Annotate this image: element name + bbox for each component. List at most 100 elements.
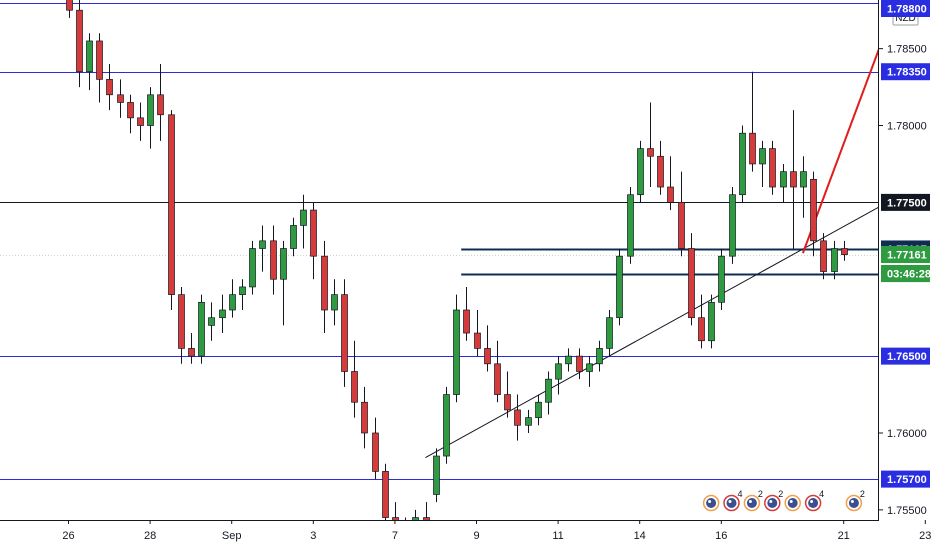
flag-star (850, 500, 854, 503)
x-tick-label-5: 9 (473, 530, 479, 542)
candle-37 (443, 386, 450, 464)
event-badge-1[interactable]: 4 (723, 489, 743, 512)
candle-body (208, 317, 215, 326)
candle-35 (423, 502, 430, 520)
candle-body (259, 240, 266, 249)
candle-body (310, 209, 317, 257)
candle-body (106, 79, 113, 96)
candle-body (382, 471, 389, 518)
candle-body (627, 194, 634, 257)
candle-body (168, 114, 175, 295)
flag-icon (787, 498, 798, 508)
x-tick-label-6: 11 (552, 530, 563, 542)
candle-6 (127, 94, 134, 134)
event-badge-0[interactable] (702, 494, 720, 512)
candle-27 (341, 279, 348, 387)
candle-54 (616, 248, 623, 326)
candle-3 (96, 33, 103, 103)
candle-13 (198, 294, 205, 364)
candle-body (831, 248, 838, 272)
event-badge-3[interactable]: 2 (764, 489, 784, 512)
candle-body (739, 132, 746, 196)
candle-body (790, 171, 797, 188)
candle-65 (729, 187, 736, 264)
level-tag-1-bg (881, 63, 930, 81)
x-tick-label-8: 16 (715, 530, 727, 542)
candle-46 (535, 394, 542, 426)
candle-body (127, 102, 134, 119)
candle-58 (657, 140, 664, 195)
candle-34 (412, 509, 419, 520)
candle-52 (596, 340, 603, 372)
candle-body (474, 332, 481, 349)
x-tick-label-9: 21 (838, 530, 850, 542)
level-tag-1-text: 1.78350 (887, 67, 927, 79)
event-badge-2[interactable]: 2 (743, 489, 763, 512)
candle-body (525, 417, 532, 426)
level-tag-5-bg (881, 347, 930, 365)
level-tag-1: 1.78350 (881, 63, 930, 81)
y-tick-label-0: 1.78500 (887, 44, 927, 56)
candle-50 (576, 348, 583, 380)
candle-body (729, 194, 736, 257)
candle-body (300, 209, 307, 226)
level-tag-5-text: 1.76500 (887, 351, 927, 363)
candle-2 (86, 33, 93, 91)
horizontal-levels (0, 3, 878, 480)
level-tag-2-bg (881, 193, 930, 211)
candle-0 (66, 0, 73, 18)
event-badge-4[interactable] (784, 494, 801, 512)
candle-48 (555, 356, 562, 395)
candle-5 (117, 79, 124, 118)
candle-body (270, 240, 277, 280)
candle-body (484, 348, 491, 365)
candle-28 (351, 340, 358, 418)
candle-body (616, 255, 623, 319)
candle-66 (739, 125, 746, 203)
candle-body (157, 94, 164, 116)
y-tick-label-3: 1.75500 (887, 505, 927, 517)
candle-body (749, 132, 756, 165)
x-tick-label-1: 28 (144, 530, 156, 542)
candle-75 (831, 240, 838, 280)
flag-star (810, 500, 814, 503)
flag-icon (848, 498, 859, 508)
candle-43 (504, 371, 511, 418)
candle-72 (800, 156, 807, 218)
event-badge-6[interactable]: 2 (845, 489, 865, 512)
level-tag-2: 1.77500 (881, 193, 930, 211)
candle-body (463, 309, 470, 334)
candle-30 (372, 417, 379, 480)
candle-body (280, 248, 287, 280)
candle-body (535, 401, 542, 418)
x-tick-label-2: Sep (222, 530, 242, 542)
candle-body (688, 248, 695, 319)
candle-body (219, 309, 226, 319)
candle-body (606, 317, 613, 349)
projection-line (801, 48, 878, 254)
flag-icon (767, 498, 778, 508)
candle-25 (321, 240, 328, 334)
candle-10 (168, 110, 175, 310)
candle-11 (178, 286, 185, 364)
candle-body (351, 371, 358, 403)
candle-74 (820, 233, 827, 280)
event-count: 4 (819, 489, 824, 499)
flag-icon (726, 498, 737, 508)
candle-53 (606, 310, 613, 357)
candle-body (372, 432, 379, 472)
candle-body (178, 294, 185, 349)
current-price-tag: 1.77161 (881, 246, 930, 264)
candle-73 (810, 171, 817, 257)
candle-body (412, 517, 419, 520)
economic-events[interactable]: 4 2 2 4 2 (702, 489, 865, 512)
candle-44 (514, 394, 521, 441)
event-badge-5[interactable]: 4 (804, 489, 825, 512)
candle-39 (463, 286, 470, 341)
flag-star (728, 500, 732, 503)
candle-body (810, 178, 817, 242)
time-axis-bg (0, 520, 879, 550)
flag-icon (746, 498, 757, 508)
candle-body (249, 248, 256, 288)
